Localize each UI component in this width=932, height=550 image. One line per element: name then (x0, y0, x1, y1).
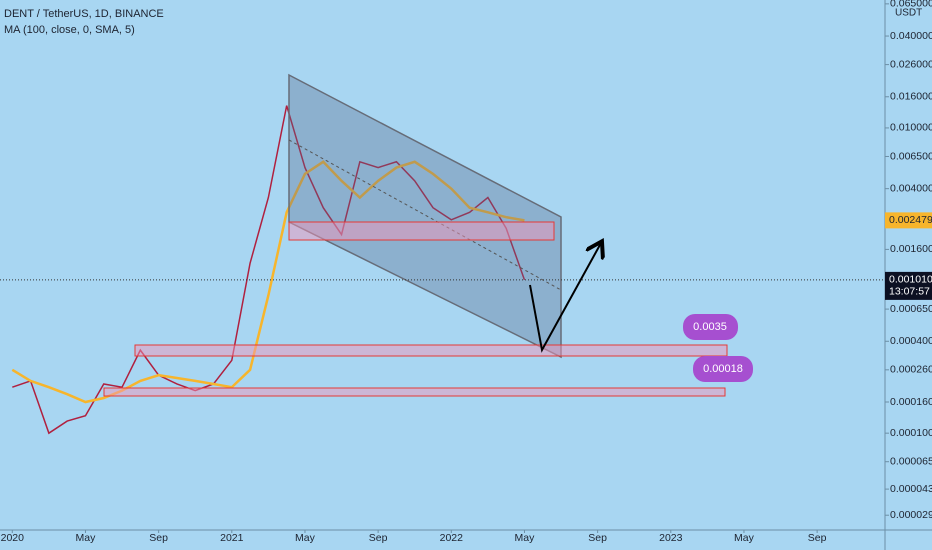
zone (103, 387, 726, 397)
y-tick-label: 0.065000 (890, 0, 932, 10)
series-line (11, 160, 525, 404)
y-tick-label: 0.000400 (890, 335, 932, 347)
y-tick-label: 0.000650 (890, 303, 932, 315)
channel (288, 73, 562, 359)
zone (288, 221, 555, 241)
channel-mid (288, 139, 562, 291)
y-tick-label: 0.016000 (890, 91, 932, 103)
y-tick-label: 0.000029 (890, 509, 932, 521)
y-tick-label: 0.006500 (890, 150, 932, 162)
zone (134, 344, 728, 357)
y-tick-label: 0.001600 (890, 243, 932, 255)
x-tick-label: Sep (808, 532, 827, 544)
annotation: 0.00018 (703, 363, 743, 375)
y-tick-label: 0.000043 (890, 483, 932, 495)
x-tick-label: May (734, 532, 755, 544)
note-bubble (693, 356, 753, 382)
y-tick-label: 0.000260 (890, 364, 932, 376)
x-tick-label: 2021 (220, 532, 244, 544)
series-line (12, 105, 526, 435)
ma-price-label: 0.002479 (889, 214, 932, 226)
last-price-label: 0.001010 (889, 274, 932, 286)
x-tick-label: 2020 (1, 532, 25, 544)
y-tick-label: 0.004000 (890, 182, 932, 194)
x-tick-label: 2022 (440, 532, 464, 544)
countdown: 13:07:57 (889, 286, 930, 298)
note-bubble (683, 314, 738, 340)
drawings (103, 73, 753, 397)
x-tick-label: 2023 (659, 532, 683, 544)
y-tick-label: 0.000100 (890, 427, 932, 439)
x-tick-label: Sep (149, 532, 168, 544)
ma-price-box (885, 212, 932, 229)
y-tick-label: 0.026000 (890, 58, 932, 70)
currency: USDT (895, 8, 922, 19)
y-tick-label: 0.000065 (890, 455, 932, 467)
chart-title: DENT / TetherUS, 1D, BINANCE (4, 8, 164, 20)
y-tick-label: 0.010000 (890, 122, 932, 134)
x-tick-label: May (515, 532, 536, 544)
x-tick-label: May (76, 532, 97, 544)
annotation: 0.0035 (693, 321, 727, 333)
plot (11, 105, 526, 435)
y-tick-label: 0.040000 (890, 30, 932, 42)
x-tick-label: Sep (369, 532, 388, 544)
last-price-box (885, 271, 932, 300)
arrow (529, 243, 601, 353)
chart-subtitle: MA (100, close, 0, SMA, 5) (4, 24, 135, 36)
x-tick-label: May (295, 532, 316, 544)
y-tick-label: 0.000160 (890, 396, 932, 408)
x-tick-label: Sep (588, 532, 607, 544)
